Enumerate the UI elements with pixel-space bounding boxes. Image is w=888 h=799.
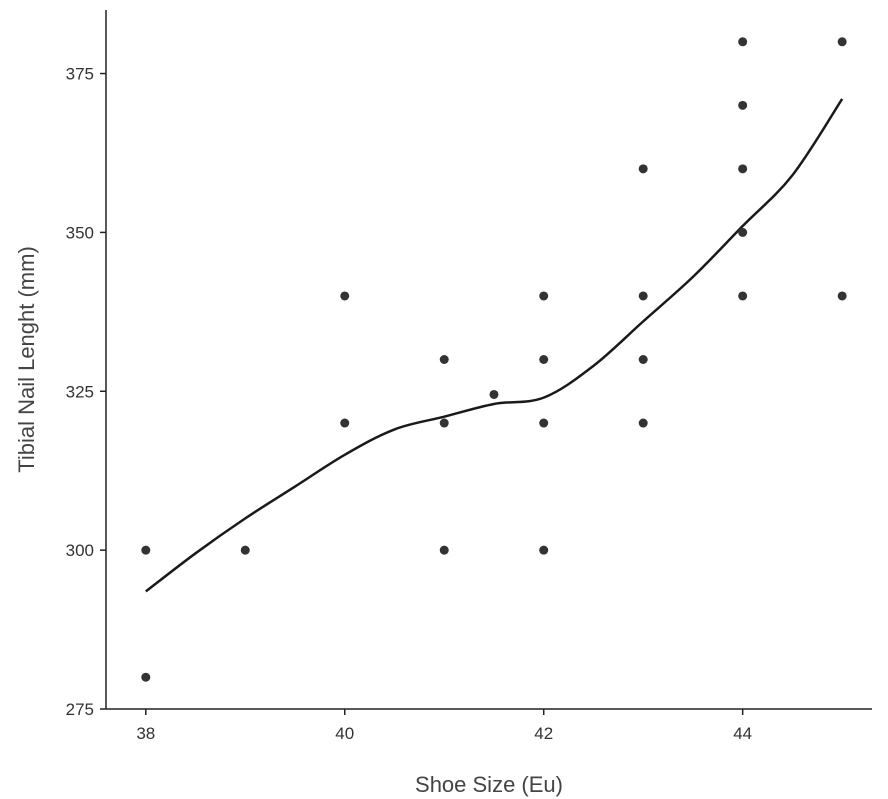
data-point <box>141 545 151 555</box>
data-point <box>638 418 648 428</box>
y-axis-ticks: 275 300 325 350 375 <box>66 65 106 719</box>
data-point <box>539 545 549 555</box>
data-point <box>439 545 449 555</box>
data-point <box>340 418 350 428</box>
data-point <box>489 389 499 399</box>
data-point <box>837 291 847 301</box>
x-tick-label: 42 <box>534 724 553 743</box>
y-tick-label: 350 <box>66 223 94 242</box>
data-point <box>837 37 847 47</box>
x-tick-label: 38 <box>136 724 155 743</box>
x-tick-label: 44 <box>733 724 752 743</box>
y-tick-label: 300 <box>66 541 94 560</box>
y-axis-title: Tibial Nail Lenght (mm) <box>14 246 39 473</box>
y-tick-label: 375 <box>66 65 94 84</box>
y-tick-label: 325 <box>66 382 94 401</box>
data-point <box>738 227 748 237</box>
data-point <box>738 100 748 110</box>
data-point <box>141 672 151 682</box>
data-point <box>539 291 549 301</box>
plot-area <box>141 37 847 682</box>
data-point <box>439 355 449 364</box>
x-axis-title: Shoe Size (Eu) <box>415 772 563 797</box>
data-point <box>539 355 549 364</box>
y-tick-label: 275 <box>66 700 94 719</box>
x-tick-label: 40 <box>335 724 354 743</box>
data-point <box>539 418 549 428</box>
data-point <box>240 545 250 555</box>
data-point <box>738 291 748 301</box>
data-point <box>439 418 449 428</box>
data-point <box>638 291 648 301</box>
data-point <box>340 291 350 301</box>
smooth-trend-line <box>145 98 844 593</box>
x-axis-ticks: 38 40 42 44 <box>136 709 752 743</box>
data-point <box>638 355 648 364</box>
data-point <box>738 164 748 174</box>
data-point <box>638 164 648 174</box>
data-point <box>738 37 748 47</box>
